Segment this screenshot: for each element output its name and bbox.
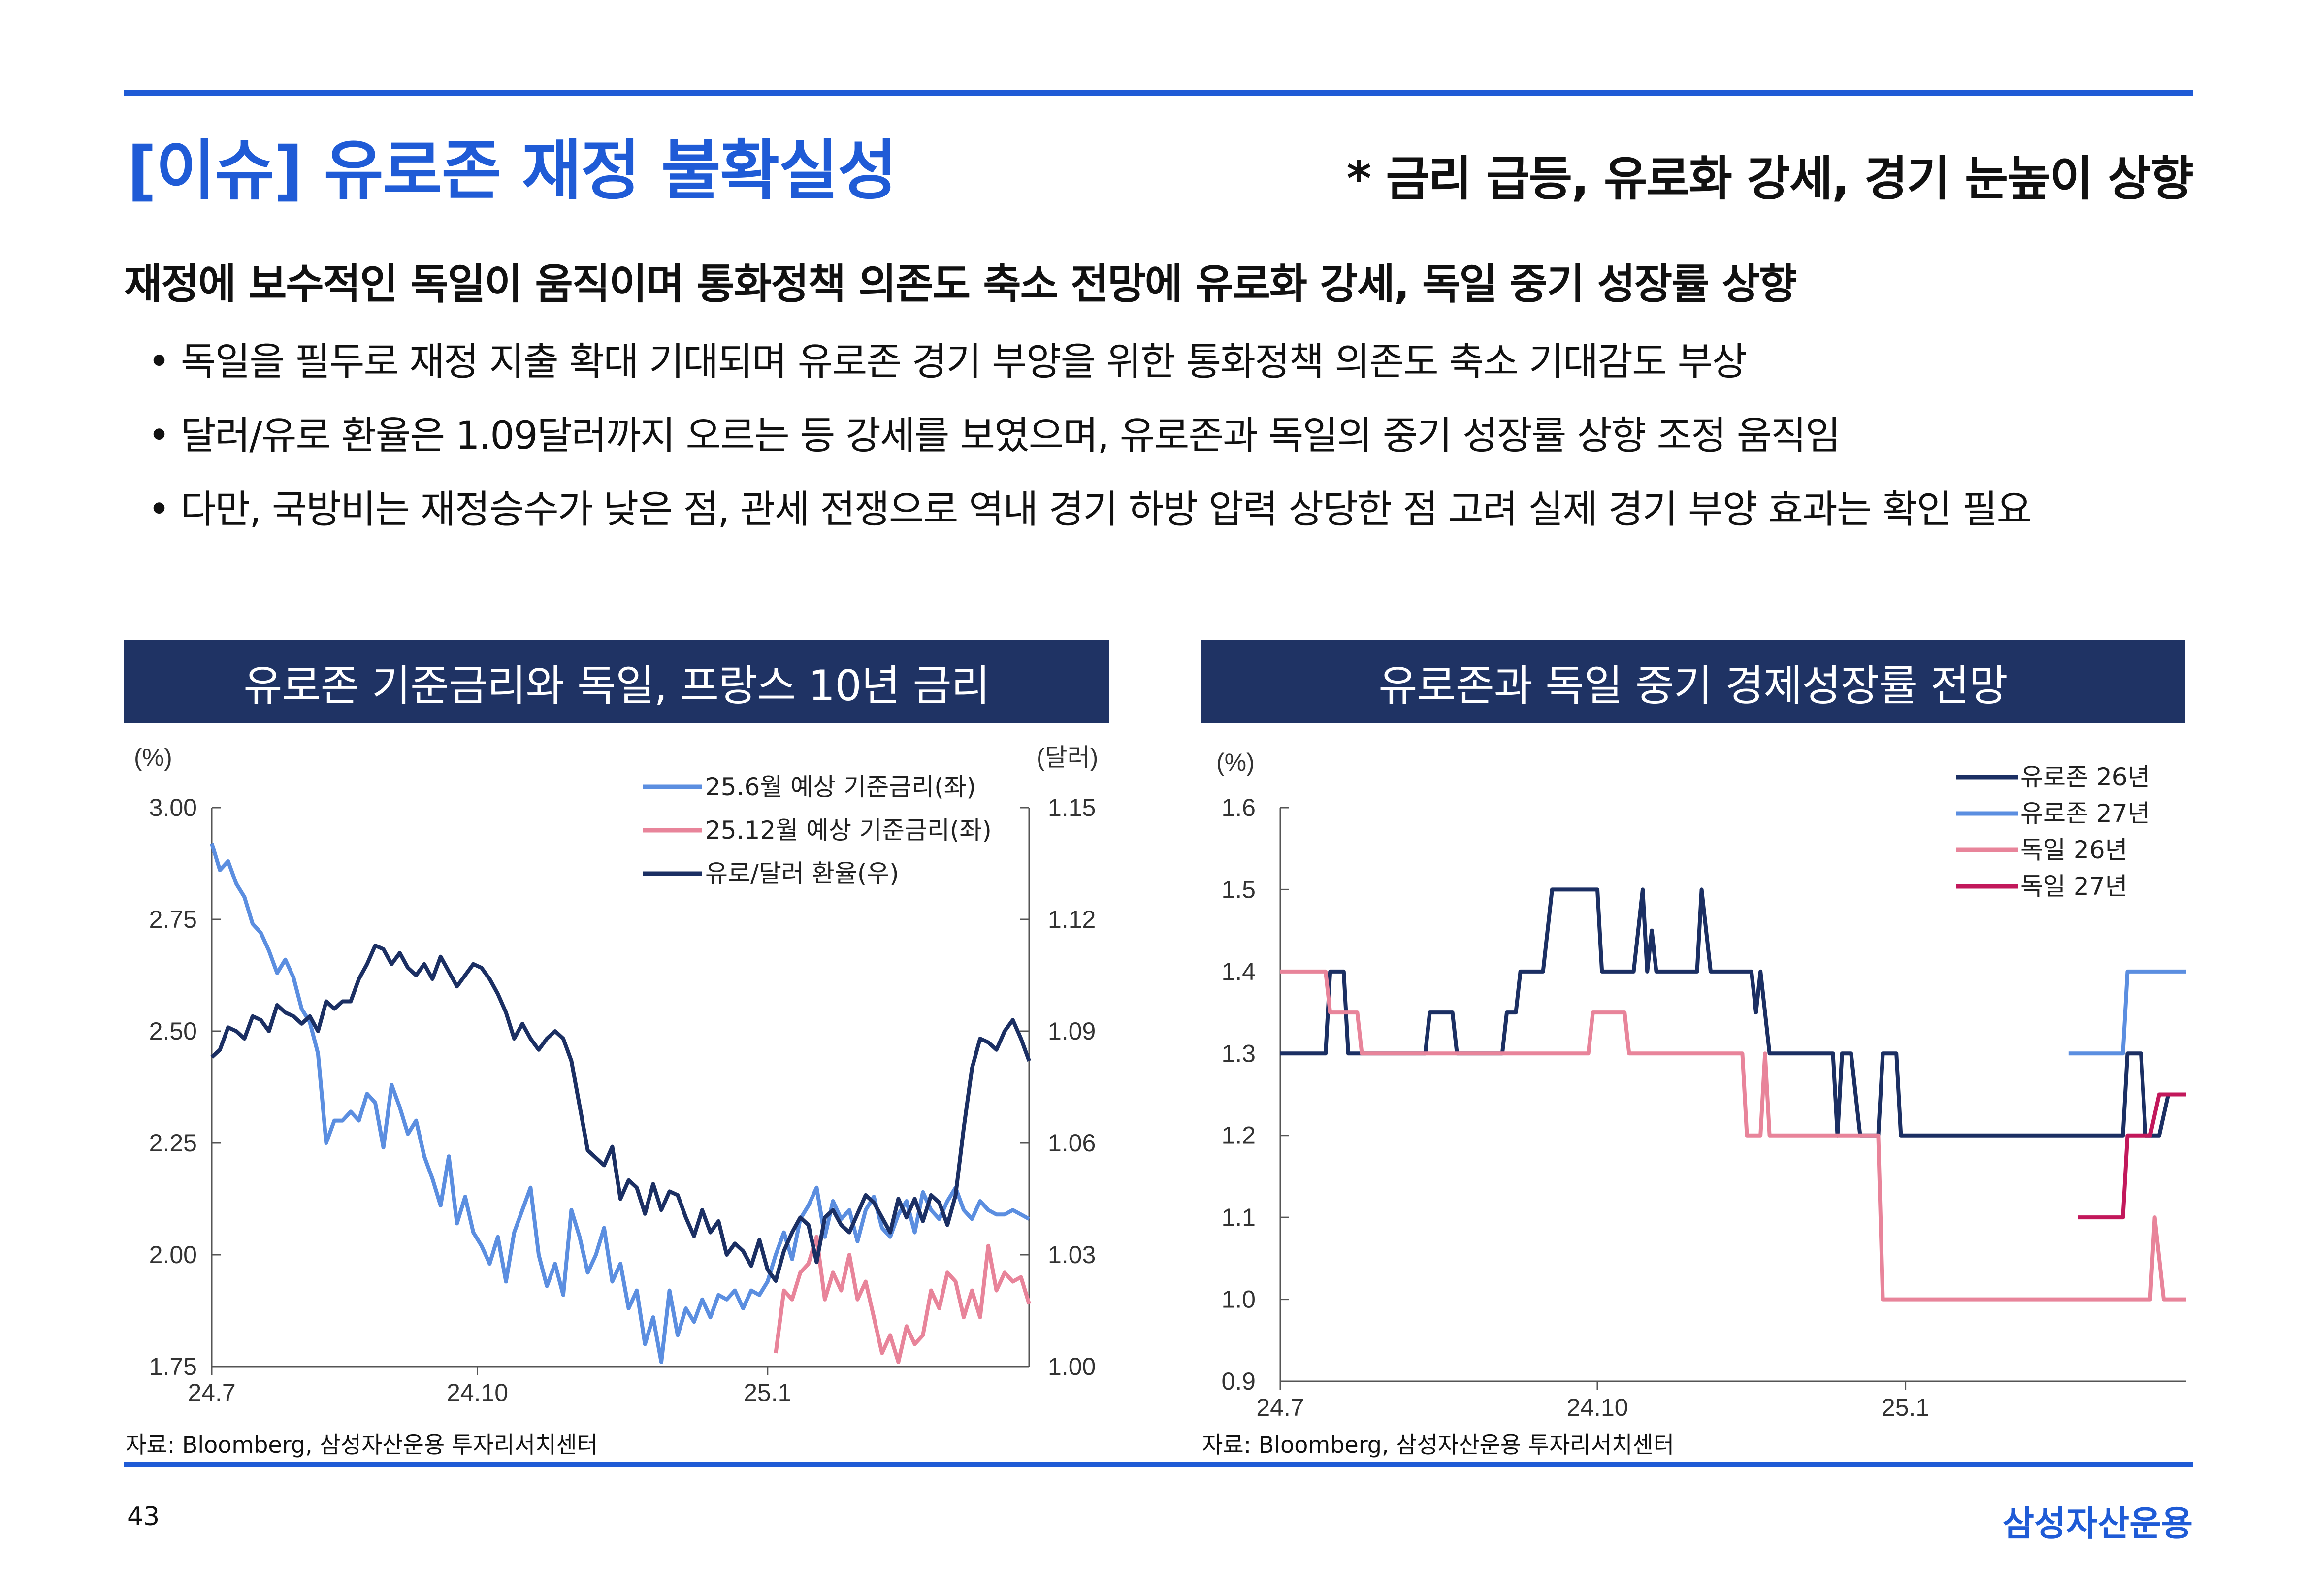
chart2-y-tick-label: 0.9 bbox=[1221, 1368, 1256, 1395]
chart2-x-tick-label: 24.7 bbox=[1256, 1394, 1304, 1421]
chart2-y-tick-label: 1.4 bbox=[1221, 958, 1256, 985]
chart1: (%) (달러) 3.00 2.75 2.50 2.25 2.00 1.75 1.15 1.12 1… bbox=[134, 744, 1098, 1406]
chart1-left-tick-label: 3.00 bbox=[149, 794, 197, 821]
chart1-left-tick-label: 2.00 bbox=[149, 1241, 197, 1269]
bullet-item: 달러/유로 환율은 1.09달러까지 오르는 등 강세를 보였으며, 유로존과 … bbox=[148, 399, 2031, 473]
chart1-series-line-3 bbox=[210, 944, 1031, 1283]
chart1-right-tick-label: 1.03 bbox=[1048, 1241, 1096, 1269]
chart1-left-tick-label: 2.50 bbox=[149, 1017, 197, 1045]
chart2-legend-label: 독일 27년 bbox=[2020, 872, 2128, 901]
page-number: 43 bbox=[127, 1502, 160, 1531]
chart2-y-unit: (%) bbox=[1216, 749, 1255, 776]
chart1-legend-label: 25.12월 예상 기준금리(좌) bbox=[705, 816, 992, 845]
chart1-x-tick-label: 25.1 bbox=[744, 1379, 791, 1406]
chart1-title: 유로존 기준금리와 독일, 프랑스 10년 금리 bbox=[124, 640, 1109, 723]
chart1-right-unit: (달러) bbox=[1037, 744, 1098, 771]
chart1-legend-label: 유로/달러 환율(우) bbox=[705, 859, 899, 888]
chart2-source: 자료: Bloomberg, 삼성자산운용 투자리서치센터 bbox=[1202, 1432, 1675, 1458]
chart2-series-line-2 bbox=[2068, 969, 2186, 1056]
chart2-y-tick-label: 1.1 bbox=[1221, 1204, 1256, 1231]
chart1-left-tick-label: 2.25 bbox=[149, 1129, 197, 1157]
chart1-source: 자료: Bloomberg, 삼성자산운용 투자리서치센터 bbox=[126, 1432, 598, 1458]
chart1-right-tick-label: 1.06 bbox=[1048, 1129, 1096, 1157]
chart2-series-line-3 bbox=[1280, 969, 2186, 1302]
chart2-y-tick-label: 1.3 bbox=[1221, 1040, 1256, 1067]
title-note: * 금리 급등, 유로화 강세, 경기 눈높이 상향 bbox=[1346, 151, 2194, 206]
chart1-right-tick-label: 1.09 bbox=[1048, 1017, 1096, 1045]
chart2: (%) 1.6 1.5 1.4 1.3 1.2 1.1 1.0 0.924.7 24.10 25.1… bbox=[1216, 749, 2186, 1421]
chart1-x-tick-label: 24.7 bbox=[188, 1379, 235, 1406]
bottom-rule bbox=[124, 1462, 2193, 1467]
chart2-y-tick-label: 1.2 bbox=[1221, 1122, 1256, 1149]
chart2-series-line-1 bbox=[1280, 887, 2186, 1138]
chart2-x-tick-label: 24.10 bbox=[1566, 1394, 1628, 1421]
chart1-right-tick-label: 1.00 bbox=[1048, 1353, 1096, 1380]
brand-logo-text: 삼성자산운용 bbox=[2002, 1503, 2193, 1544]
chart1-legend-label: 25.6월 예상 기준금리(좌) bbox=[705, 773, 976, 801]
top-rule bbox=[124, 90, 2193, 96]
chart2-legend-label: 유로존 26년 bbox=[2020, 763, 2150, 791]
chart1-left-tick-label: 2.75 bbox=[149, 906, 197, 933]
chart1-left-unit: (%) bbox=[134, 744, 172, 771]
chart2-series-line-4 bbox=[2078, 1092, 2186, 1220]
chart1-right-tick-label: 1.15 bbox=[1048, 794, 1096, 821]
chart2-legend-label: 유로존 27년 bbox=[2020, 799, 2150, 828]
bullet-item: 다만, 국방비는 재정승수가 낮은 점, 관세 전쟁으로 역내 경기 하방 압력… bbox=[148, 473, 2032, 547]
chart1-series-line-1 bbox=[210, 843, 1030, 1364]
bullet-list: 독일을 필두로 재정 지출 확대 기대되며 유로존 경기 부양을 위한 통화정책… bbox=[148, 325, 2032, 547]
chart2-y-tick-label: 1.6 bbox=[1221, 794, 1256, 821]
chart2-x-tick-label: 25.1 bbox=[1882, 1394, 1929, 1421]
chart2-title: 유로존과 독일 중기 경제성장률 전망 bbox=[1201, 640, 2185, 723]
lead-text: 재정에 보수적인 독일이 움직이며 통화정책 의존도 축소 전망에 유로화 강세… bbox=[124, 260, 1797, 308]
page-title: [이슈] 유로존 재정 불확실성 bbox=[127, 133, 897, 209]
chart2-legend-label: 독일 26년 bbox=[2020, 836, 2128, 864]
chart2-y-tick-label: 1.0 bbox=[1221, 1286, 1256, 1313]
chart1-left-tick-label: 1.75 bbox=[149, 1353, 197, 1380]
bullet-item: 독일을 필두로 재정 지출 확대 기대되며 유로존 경기 부양을 위한 통화정책… bbox=[148, 325, 2031, 399]
chart2-y-tick-label: 1.5 bbox=[1221, 876, 1256, 903]
chart1-right-tick-label: 1.12 bbox=[1048, 906, 1096, 933]
chart1-x-tick-label: 24.10 bbox=[447, 1379, 508, 1406]
